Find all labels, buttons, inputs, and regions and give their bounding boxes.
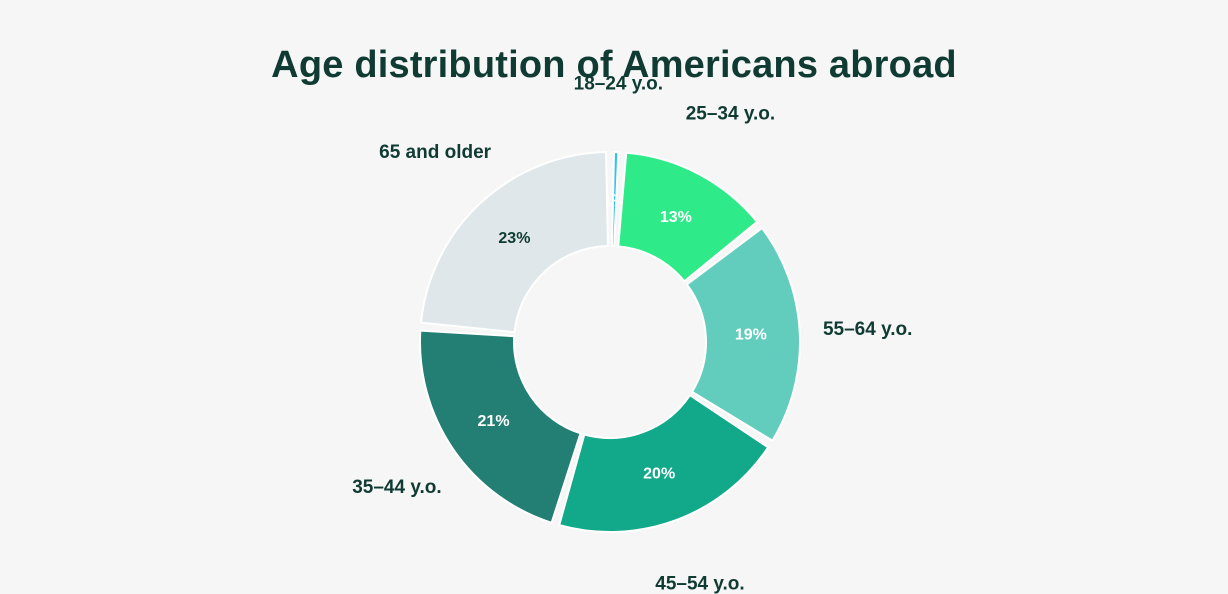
slice-35-44-y-o <box>419 329 582 524</box>
category-label-25-34-y-o: 25–34 y.o. <box>686 103 775 124</box>
value-label-25-34-y-o: 13% <box>660 209 692 226</box>
value-label-18-24-y-o: 1% <box>603 193 626 210</box>
value-label-65-and-older: 23% <box>498 230 530 247</box>
category-label-35-44-y-o: 35–44 y.o. <box>352 477 441 498</box>
category-label-18-24-y-o: 18–24 y.o. <box>574 74 663 95</box>
value-label-35-44-y-o: 21% <box>478 413 510 430</box>
slice-65-and-older <box>419 151 609 334</box>
slice-55-64-y-o <box>685 227 801 442</box>
slice-25-34-y-o <box>617 151 759 283</box>
value-label-45-54-y-o: 20% <box>643 466 675 483</box>
category-label-65-and-older: 65 and older <box>379 142 492 163</box>
chart-title: Age distribution of Americans abroad <box>271 44 957 86</box>
category-label-45-54-y-o: 45–54 y.o. <box>655 573 744 594</box>
slice-45-54-y-o <box>558 394 770 533</box>
value-label-55-64-y-o: 19% <box>735 327 767 344</box>
category-label-55-64-y-o: 55–64 y.o. <box>823 319 912 340</box>
slice-18-24-y-o <box>611 151 620 248</box>
